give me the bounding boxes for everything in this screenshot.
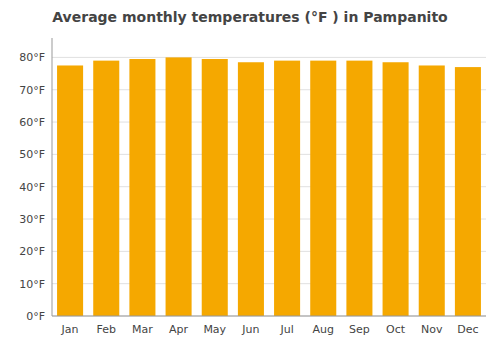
x-tick-label: Mar (132, 323, 153, 336)
x-tick-label: Oct (386, 323, 406, 336)
bar (129, 59, 155, 316)
x-tick-label: Dec (457, 323, 478, 336)
bar (346, 61, 372, 316)
bar (57, 65, 83, 316)
bar (383, 62, 409, 316)
bar (310, 61, 336, 316)
x-tick-label: Apr (169, 323, 189, 336)
bars (57, 57, 481, 316)
x-tick-label: Nov (421, 323, 443, 336)
x-tick-label: Sep (349, 323, 370, 336)
bar (202, 59, 228, 316)
bar (166, 57, 192, 316)
y-tick-label: 40°F (19, 181, 45, 194)
y-axis-line (52, 38, 53, 316)
grid-line (52, 57, 486, 58)
x-tick-label: May (203, 323, 226, 336)
x-tick-label: Jul (279, 323, 293, 336)
bar (274, 61, 300, 316)
y-tick-label: 30°F (19, 213, 45, 226)
y-tick-label: 80°F (19, 51, 45, 64)
y-tick-label: 70°F (19, 84, 45, 97)
page: {"chart_data": {"type": "bar", "title": … (0, 0, 500, 350)
x-axis: Jan Feb Mar Apr May Jun Jul Aug Sep Oct Nov Dec (52, 316, 486, 336)
y-tick-label: 20°F (19, 245, 45, 258)
title: Average monthly temperatures (°F ) in Pa… (52, 9, 448, 25)
x-tick-label: Feb (97, 323, 116, 336)
y-tick-label: 50°F (19, 148, 45, 161)
chart-container: 0°F 10°F 20°F 30°F 40°F 50°F 60°F 70°F 80°F Jan Fe… (0, 0, 500, 350)
y-tick-label: 60°F (19, 116, 45, 129)
grid (52, 57, 486, 316)
x-axis-line (52, 316, 486, 317)
x-tick-label: Jan (61, 323, 79, 336)
y-tick-label: 0°F (26, 310, 45, 323)
y-tick-label: 10°F (19, 278, 45, 291)
chart-svg: 0°F 10°F 20°F 30°F 40°F 50°F 60°F 70°F 80°F Jan Fe… (0, 0, 500, 350)
bar (455, 67, 481, 316)
x-tick-label: Aug (313, 323, 334, 336)
bar (238, 62, 264, 316)
y-axis: 0°F 10°F 20°F 30°F 40°F 50°F 60°F 70°F 80°F (19, 38, 52, 323)
bar (419, 65, 445, 316)
x-tick-label: Jun (241, 323, 259, 336)
bar (93, 61, 119, 316)
grid-line (52, 316, 486, 317)
